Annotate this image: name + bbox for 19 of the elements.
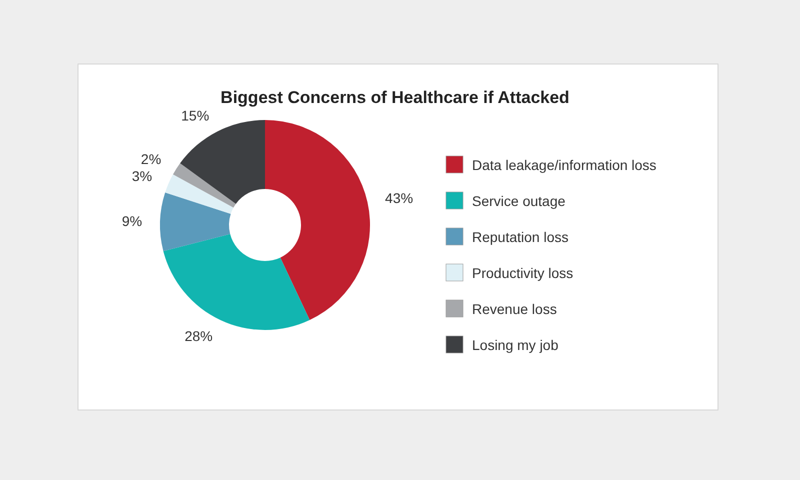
data-label: 9% [122,213,142,230]
donut-slice [165,174,234,214]
data-label: 28% [184,328,213,344]
legend-label: Losing my job [472,336,559,353]
data-label: 2% [140,150,162,167]
legend-label: Reputation loss [472,228,569,245]
legend-label: Productivity loss [472,264,574,281]
donut-slice [180,120,265,204]
legend-label: Revenue loss [472,300,557,317]
legend-label: Service outage [472,192,566,209]
donut-slice [265,120,370,320]
donut-slice [163,234,310,330]
data-label: 43% [385,190,414,206]
donut-slice [160,192,231,252]
chart-title: Biggest Concerns of Healthcare if Attacked [220,88,570,107]
legend-label: Data leakage/information loss [472,156,656,173]
data-label: 15% [181,107,210,124]
data-label: 3% [132,168,152,184]
donut-slice [172,163,236,208]
